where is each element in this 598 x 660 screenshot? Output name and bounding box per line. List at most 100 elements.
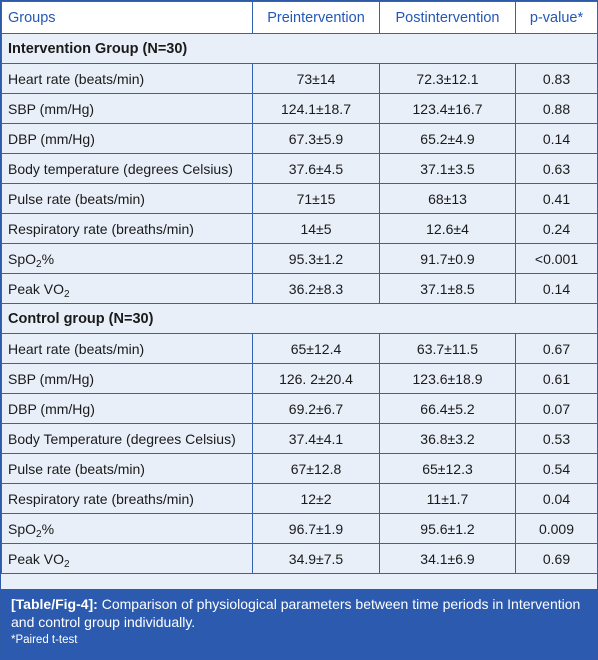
postintervention-value: 36.8±3.2 — [379, 423, 516, 454]
header-p-value: p-value* — [515, 1, 598, 34]
caption-text-block: [Table/Fig-4]: Comparison of physiologic… — [11, 595, 587, 631]
postintervention-value: 11±1.7 — [379, 483, 516, 514]
table-row: Respiratory rate (breaths/min) 14±5 12.6±4… — [1, 213, 598, 244]
p-value: 0.009 — [515, 513, 598, 544]
postintervention-value: 123.4±16.7 — [379, 93, 516, 124]
parameter-cell: SpO2% — [1, 513, 253, 544]
preintervention-value: 36.2±8.3 — [252, 273, 380, 304]
table-row: SBP (mm/Hg) 124.1±18.7 123.4±16.7 0.88 — [1, 93, 598, 124]
p-value: 0.41 — [515, 183, 598, 214]
header-preintervention: Preintervention — [252, 1, 380, 34]
parameter-label: SpO — [8, 520, 37, 537]
parameter-cell: DBP (mm/Hg) — [1, 393, 253, 424]
preintervention-value: 124.1±18.7 — [252, 93, 380, 124]
table-body: Intervention Group (N=30) Heart rate (bea… — [1, 33, 598, 574]
table-row: DBP (mm/Hg) 67.3±5.9 65.2±4.9 0.14 — [1, 123, 598, 154]
postintervention-value: 66.4±5.2 — [379, 393, 516, 424]
parameter-label: Peak VO — [8, 280, 65, 297]
postintervention-value: 65±12.3 — [379, 453, 516, 484]
parameter-subscript: 2 — [64, 558, 70, 570]
table-row: Pulse rate (beats/min) 67±12.8 65±12.3 0.54 — [1, 453, 598, 484]
parameter-cell: Body Temperature (degrees Celsius) — [1, 423, 253, 454]
postintervention-value: 37.1±3.5 — [379, 153, 516, 184]
p-value: 0.14 — [515, 273, 598, 304]
header-groups: Groups — [1, 1, 253, 34]
p-value: 0.04 — [515, 483, 598, 514]
parameter-subscript: 2 — [36, 528, 42, 540]
preintervention-value: 34.9±7.5 — [252, 543, 380, 574]
table-row: SpO2% 95.3±1.2 91.7±0.9 <0.001 — [1, 243, 598, 274]
parameter-cell: Body temperature (degrees Celsius) — [1, 153, 253, 184]
preintervention-value: 126. 2±20.4 — [252, 363, 380, 394]
postintervention-value: 63.7±11.5 — [379, 333, 516, 364]
postintervention-value: 95.6±1.2 — [379, 513, 516, 544]
group-header-row: Control group (N=30) — [1, 303, 598, 334]
p-value: 0.14 — [515, 123, 598, 154]
parameter-label: Pulse rate (beats/min) — [8, 190, 145, 207]
parameter-label: Heart rate (beats/min) — [8, 70, 145, 87]
parameter-label: SpO — [8, 250, 37, 267]
group-header-row: Intervention Group (N=30) — [1, 33, 598, 64]
parameter-cell: Pulse rate (beats/min) — [1, 183, 253, 214]
table-row: Peak VO2 36.2±8.3 37.1±8.5 0.14 — [1, 273, 598, 304]
preintervention-value: 67±12.8 — [252, 453, 380, 484]
preintervention-value: 67.3±5.9 — [252, 123, 380, 154]
postintervention-value: 37.1±8.5 — [379, 273, 516, 304]
p-value: 0.67 — [515, 333, 598, 364]
group-title: Control group (N=30) — [1, 303, 598, 334]
parameter-label: Respiratory rate (breaths/min) — [8, 220, 194, 237]
table-row: Pulse rate (beats/min) 71±15 68±13 0.41 — [1, 183, 598, 214]
figure-caption: [Table/Fig-4]: Comparison of physiologic… — [1, 589, 597, 659]
caption-text: Comparison of physiological parameters b… — [11, 596, 581, 630]
parameter-label: Peak VO — [8, 550, 65, 567]
preintervention-value: 65±12.4 — [252, 333, 380, 364]
preintervention-value: 14±5 — [252, 213, 380, 244]
parameter-cell: Peak VO2 — [1, 273, 253, 304]
physiological-parameters-table: Groups Preintervention Postintervention … — [1, 1, 598, 574]
table-row: Heart rate (beats/min) 73±14 72.3±12.1 0.83 — [1, 63, 598, 94]
table-row: Peak VO2 34.9±7.5 34.1±6.9 0.69 — [1, 543, 598, 574]
group-title: Intervention Group (N=30) — [1, 33, 598, 64]
postintervention-value: 34.1±6.9 — [379, 543, 516, 574]
parameter-label: DBP (mm/Hg) — [8, 400, 95, 417]
parameter-cell: Heart rate (beats/min) — [1, 333, 253, 364]
parameter-label: Pulse rate (beats/min) — [8, 460, 145, 477]
p-value: 0.54 — [515, 453, 598, 484]
table-row: Body temperature (degrees Celsius) 37.6±4… — [1, 153, 598, 184]
p-value: 0.88 — [515, 93, 598, 124]
parameter-suffix: % — [41, 250, 55, 267]
p-value: 0.61 — [515, 363, 598, 394]
preintervention-value: 73±14 — [252, 63, 380, 94]
caption-label: [Table/Fig-4]: — [11, 596, 98, 612]
preintervention-value: 71±15 — [252, 183, 380, 214]
preintervention-value: 12±2 — [252, 483, 380, 514]
table-row: Respiratory rate (breaths/min) 12±2 11±1.7… — [1, 483, 598, 514]
parameter-subscript: 2 — [36, 258, 42, 270]
parameter-label: Heart rate (beats/min) — [8, 340, 145, 357]
parameter-label: Body Temperature (degrees Celsius) — [8, 430, 236, 447]
p-value: <0.001 — [515, 243, 598, 274]
parameter-label: DBP (mm/Hg) — [8, 130, 95, 147]
postintervention-value: 72.3±12.1 — [379, 63, 516, 94]
p-value: 0.53 — [515, 423, 598, 454]
table-row: SBP (mm/Hg) 126. 2±20.4 123.6±18.9 0.61 — [1, 363, 598, 394]
p-value: 0.24 — [515, 213, 598, 244]
parameter-cell: SBP (mm/Hg) — [1, 93, 253, 124]
postintervention-value: 68±13 — [379, 183, 516, 214]
parameter-cell: SBP (mm/Hg) — [1, 363, 253, 394]
p-value: 0.63 — [515, 153, 598, 184]
table-row: Heart rate (beats/min) 65±12.4 63.7±11.5 0.… — [1, 333, 598, 364]
caption-footnote: *Paired t-test — [11, 634, 78, 646]
parameter-label: Respiratory rate (breaths/min) — [8, 490, 194, 507]
preintervention-value: 37.6±4.5 — [252, 153, 380, 184]
table-row: DBP (mm/Hg) 69.2±6.7 66.4±5.2 0.07 — [1, 393, 598, 424]
parameter-suffix: % — [41, 520, 55, 537]
parameter-cell: Pulse rate (beats/min) — [1, 453, 253, 484]
preintervention-value: 96.7±1.9 — [252, 513, 380, 544]
postintervention-value: 91.7±0.9 — [379, 243, 516, 274]
parameter-cell: Respiratory rate (breaths/min) — [1, 213, 253, 244]
parameter-label: SBP (mm/Hg) — [8, 100, 95, 117]
parameter-subscript: 2 — [64, 288, 70, 300]
parameter-cell: SpO2% — [1, 243, 253, 274]
